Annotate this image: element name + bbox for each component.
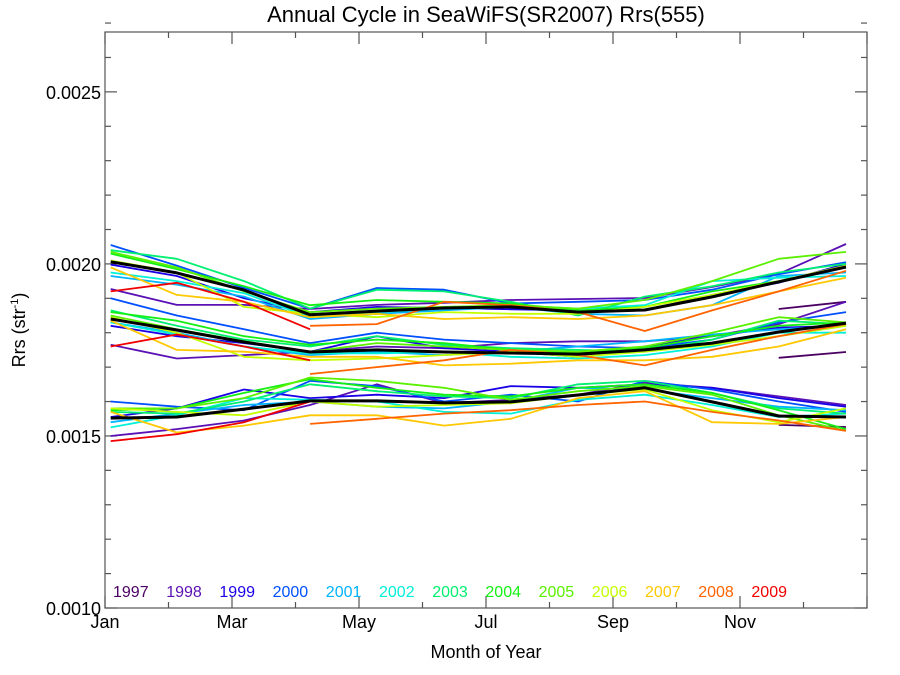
legend-item-2009: 2009 xyxy=(751,584,787,601)
series-line-middle-2007 xyxy=(110,319,847,367)
y-axis-label: Rrs (str-1) xyxy=(9,293,29,368)
mean-line-lower xyxy=(110,386,847,420)
mean-line-middle xyxy=(110,317,847,356)
x-tick-label: Sep xyxy=(597,612,629,632)
legend-item-2008: 2008 xyxy=(698,584,734,601)
x-axis: Jan Mar May Jul Sep Nov xyxy=(90,32,868,632)
legend-item-2003: 2003 xyxy=(432,584,468,601)
series-line-middle-1997 xyxy=(778,351,847,359)
x-tick-label: Jan xyxy=(90,612,119,632)
x-axis-label: Month of Year xyxy=(430,642,541,662)
series-line-lower-2009 xyxy=(110,400,311,442)
chart-title: Annual Cycle in SeaWiFS(SR2007) Rrs(555) xyxy=(267,2,705,27)
y-axis-label-close: ) xyxy=(9,293,29,299)
series-line-lower-2006 xyxy=(110,388,847,424)
y-tick-label: 0.0010 xyxy=(46,599,101,619)
y-tick-label: 0.0020 xyxy=(46,255,101,275)
legend-item-2005: 2005 xyxy=(539,584,575,601)
series-line-lower-2004 xyxy=(110,378,847,430)
legend-item-2007: 2007 xyxy=(645,584,681,601)
x-tick-label: May xyxy=(342,612,376,632)
series-line-middle-2004 xyxy=(110,311,847,355)
mean-line-upper xyxy=(110,260,847,317)
y-axis-label-sup: -1 xyxy=(9,299,21,309)
series-line-upper-2003 xyxy=(110,249,847,317)
y-axis-label-main: Rrs (str xyxy=(9,308,29,367)
x-tick-label: Mar xyxy=(217,612,248,632)
legend-item-1999: 1999 xyxy=(219,584,255,601)
legend-item-2004: 2004 xyxy=(485,584,521,601)
series-line-upper-2009 xyxy=(110,281,311,331)
mean-layer xyxy=(110,260,847,420)
plot-frame xyxy=(104,31,868,609)
legend-item-2002: 2002 xyxy=(379,584,415,601)
series-line-lower-2007 xyxy=(110,390,847,434)
series-line-lower-2005 xyxy=(110,376,847,432)
legend-item-2000: 2000 xyxy=(273,584,309,601)
x-tick-label: Jul xyxy=(474,612,497,632)
series-line-lower-1999 xyxy=(110,383,847,418)
series-line-lower-2008 xyxy=(310,400,847,432)
legend-item-2001: 2001 xyxy=(326,584,362,601)
x-tick-label: Nov xyxy=(724,612,756,632)
series-line-upper-2007 xyxy=(110,266,847,320)
legend-item-1997: 1997 xyxy=(113,584,149,601)
y-axis: 0.0010 0.0015 0.0020 0.0025 xyxy=(46,22,867,619)
legend-item-2006: 2006 xyxy=(592,584,628,601)
series-line-upper-1997 xyxy=(778,300,847,310)
legend-item-1998: 1998 xyxy=(166,584,202,601)
y-tick-label: 0.0025 xyxy=(46,83,101,103)
series-line-middle-2009 xyxy=(110,333,311,362)
legend: 1997 1998 1999 2000 2001 2002 2003 2004 2005 2006… xyxy=(113,584,787,601)
y-tick-label: 0.0015 xyxy=(46,427,101,447)
